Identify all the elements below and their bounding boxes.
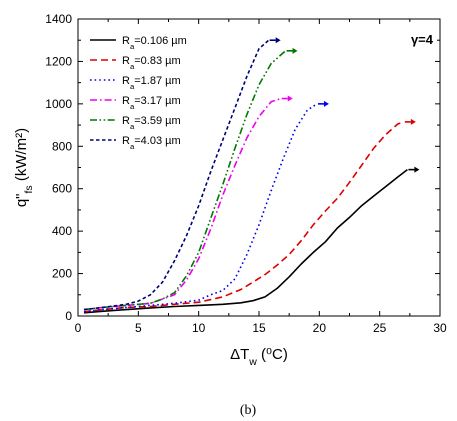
- x-tick-label: 25: [373, 321, 387, 335]
- x-tick-label: 15: [252, 321, 266, 335]
- series-end-arrow: [414, 166, 420, 173]
- series-end-arrow: [292, 47, 298, 54]
- series-end-arrow: [275, 37, 281, 44]
- series-line-5: [83, 50, 287, 311]
- y-tick-label: 800: [52, 139, 72, 153]
- series-end-arrow: [323, 100, 329, 107]
- x-axis-title: ΔTw (⁰C): [230, 346, 288, 368]
- series-line-3: [83, 103, 318, 313]
- y-tick-label: 0: [65, 309, 72, 323]
- x-tick-label: 5: [135, 321, 142, 335]
- y-tick-label: 200: [52, 267, 72, 281]
- series-end-arrow: [287, 95, 293, 102]
- figure-caption: (b): [240, 403, 257, 418]
- legend-label-2: Ra=0.83 µm: [122, 55, 181, 71]
- x-tick-label: 10: [192, 321, 206, 335]
- y-tick-label: 1200: [45, 54, 72, 68]
- legend-label-6: Ra=4.03 µm: [122, 135, 181, 151]
- axes: 0 5 10 15 20 25 30 0 200 400 600 800 1000 1200 1400: [45, 12, 447, 335]
- y-tick-label: 600: [52, 182, 72, 196]
- series-line-1: [83, 168, 408, 314]
- x-tick-label: 30: [433, 321, 447, 335]
- series-lines: [83, 37, 420, 314]
- legend-label-1: Ra=0.106 µm: [122, 35, 187, 51]
- legend-label-3: Ra=1.87 µm: [122, 75, 181, 91]
- series-line-6: [83, 39, 270, 311]
- legend: Ra=0.106 µm Ra=0.83 µm Ra=1.87 µm Ra=3.17 µ…: [90, 35, 187, 151]
- y-tick-label: 1000: [45, 97, 72, 111]
- legend-label-5: Ra=3.59 µm: [122, 115, 181, 131]
- series-line-2: [83, 121, 405, 313]
- legend-label-4: Ra=3.17 µm: [122, 95, 181, 111]
- gamma-annotation: γ=4: [411, 32, 434, 47]
- x-tick-label: 20: [313, 321, 327, 335]
- x-tick-label: 0: [75, 321, 82, 335]
- y-tick-label: 1400: [45, 12, 72, 26]
- y-tick-label: 400: [52, 224, 72, 238]
- y-axis-title: q"fs (kW/m²): [13, 128, 35, 207]
- series-line-4: [83, 97, 281, 311]
- series-end-arrow: [410, 118, 416, 125]
